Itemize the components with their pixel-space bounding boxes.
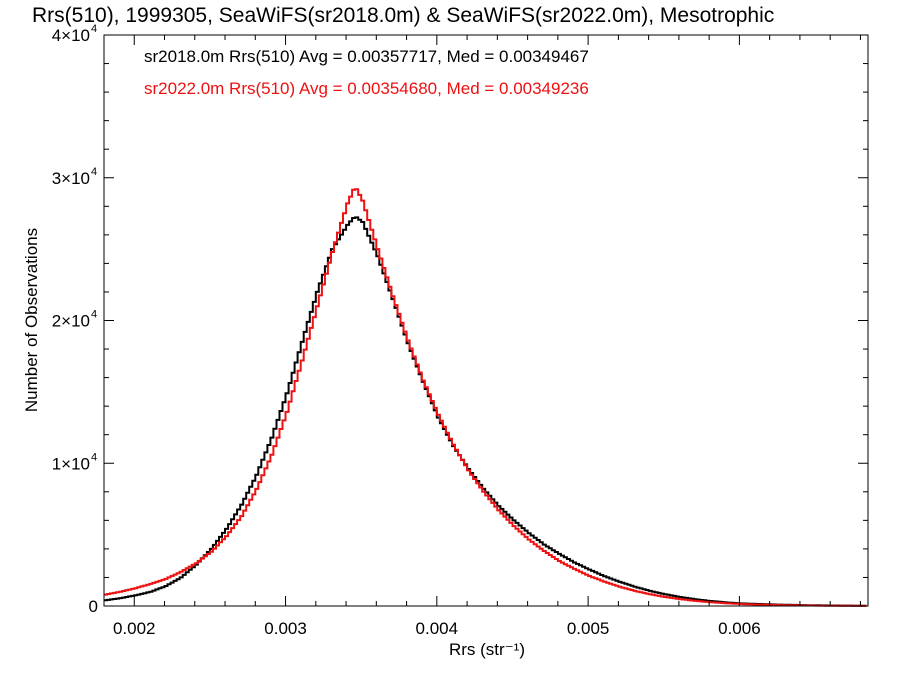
x-tick-label: 0.005	[567, 619, 610, 638]
y-tick-exponent: 4	[91, 166, 97, 178]
y-tick-label: 1×10	[52, 454, 90, 473]
series-line-2	[104, 188, 867, 607]
y-tick-exponent: 4	[91, 309, 97, 321]
series-curves	[104, 188, 867, 607]
y-axis-label: Number of Observations	[22, 228, 41, 412]
series-line-1	[104, 216, 867, 607]
y-tick-exponent: 4	[91, 451, 97, 463]
y-tick-label: 2×10	[52, 312, 90, 331]
y-tick-label: 3×10	[52, 169, 90, 188]
x-tick-label: 0.006	[718, 619, 761, 638]
x-tick-label: 0.004	[416, 619, 459, 638]
legend-entry-2: sr2022.0m Rrs(510) Avg = 0.00354680, Med…	[144, 79, 589, 98]
x-tick-label: 0.002	[113, 619, 156, 638]
y-tick-label: 4×10	[52, 26, 90, 45]
x-axis-label: Rrs (str⁻¹)	[449, 640, 525, 659]
x-tick-label: 0.003	[264, 619, 307, 638]
legend: sr2018.0m Rrs(510) Avg = 0.00357717, Med…	[144, 47, 589, 98]
chart-title: Rrs(510), 1999305, SeaWiFS(sr2018.0m) & …	[32, 4, 774, 27]
y-tick-label: 0	[89, 597, 98, 616]
y-tick-exponent: 4	[91, 23, 97, 35]
plot-frame	[103, 34, 869, 607]
legend-entry-1: sr2018.0m Rrs(510) Avg = 0.00357717, Med…	[144, 47, 589, 66]
